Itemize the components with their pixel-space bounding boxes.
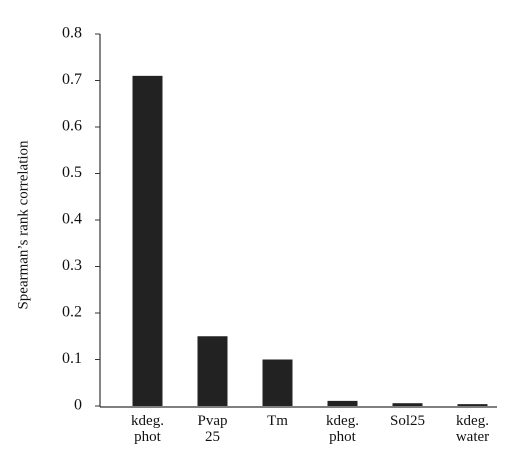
x-tick-label: Pvap 25 bbox=[197, 413, 228, 445]
y-tick-label: 0.2 bbox=[62, 304, 82, 321]
y-tick-label: 0 bbox=[74, 397, 82, 414]
x-tick-label: Tm bbox=[267, 413, 288, 429]
y-tick-label: 0.3 bbox=[62, 257, 82, 274]
y-tick-label: 0.5 bbox=[62, 164, 82, 181]
bar bbox=[132, 75, 163, 406]
x-tick-label: kdeg. water bbox=[455, 413, 490, 445]
bar bbox=[392, 403, 423, 406]
bar bbox=[327, 400, 358, 406]
y-tick-label: 0.1 bbox=[62, 350, 82, 367]
y-tick-label: 0.7 bbox=[62, 71, 82, 88]
y-tick-label: 0.8 bbox=[62, 25, 82, 42]
x-tick-label: kdeg. phot bbox=[326, 413, 359, 445]
y-tick-label: 0.4 bbox=[62, 211, 82, 228]
bar bbox=[457, 404, 488, 406]
y-axis-label: Spearman’s rank correlation bbox=[15, 140, 31, 310]
x-tick-label: Sol25 bbox=[389, 413, 425, 429]
x-tick-label: kdeg. phot bbox=[131, 413, 164, 445]
bar bbox=[262, 359, 293, 406]
y-tick-label: 0.6 bbox=[62, 118, 82, 135]
bar bbox=[197, 336, 228, 406]
